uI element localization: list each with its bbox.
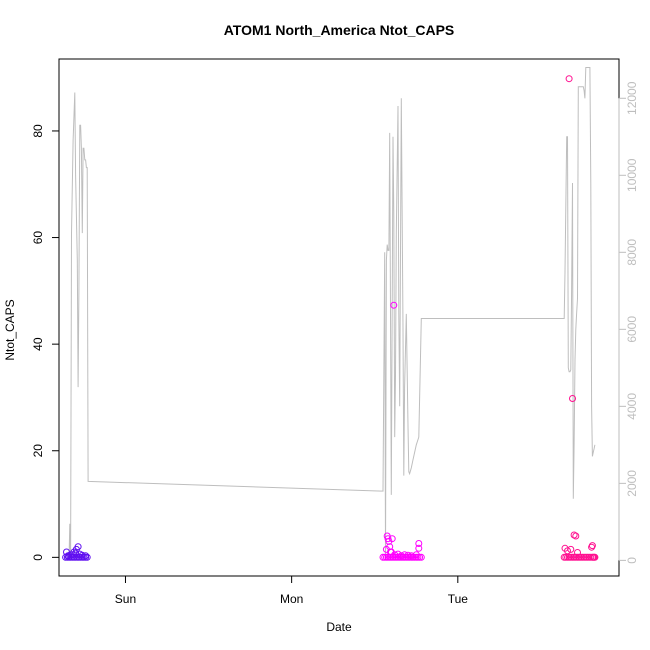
data-point-series-2 [412, 551, 420, 559]
chart-title: ATOM1 North_America Ntot_CAPS [224, 22, 455, 38]
x-tick-label: Tue [448, 592, 469, 606]
y-tick-label: 0 [31, 554, 45, 561]
secondary-y-tick-label: 0 [625, 557, 639, 564]
data-point-series-2 [401, 551, 409, 559]
data-point-series-3 [574, 549, 581, 556]
data-point-series-2 [407, 552, 415, 560]
series-line [68, 67, 596, 561]
data-point-series-2 [404, 551, 412, 559]
data-point-series-2 [387, 548, 394, 556]
secondary-y-tick-label: 10000 [625, 158, 639, 192]
y-tick-label: 20 [31, 444, 45, 458]
data-point-series-2 [394, 550, 402, 558]
data-point-series-2 [415, 540, 423, 547]
line-layer [68, 67, 596, 561]
secondary-y-tick-label: 2000 [625, 470, 639, 497]
y-tick-label: 80 [31, 124, 45, 138]
data-point-series-1 [82, 552, 90, 560]
y-tick-label: 60 [31, 231, 45, 245]
data-point-series-3 [567, 545, 575, 553]
data-point-series-1 [70, 548, 78, 556]
data-point-series-3 [569, 395, 576, 402]
data-point-series-3 [572, 532, 580, 540]
data-point-series-3 [565, 75, 573, 83]
secondary-y-tick-label: 4000 [625, 393, 639, 420]
points-layer [62, 75, 599, 561]
secondary-y-tick-label: 6000 [625, 316, 639, 343]
data-point-series-1 [78, 551, 86, 559]
secondary-y-tick-label: 8000 [625, 239, 639, 266]
y-axis-label: Ntot_CAPS [3, 299, 17, 360]
axes-layer: Sun Mon Tue 0 20 40 60 80 0 2000 4000 6000 8000 10000… [31, 81, 639, 606]
data-point-series-2 [415, 544, 423, 552]
data-point-series-2 [397, 552, 405, 560]
y-tick-label: 40 [31, 337, 45, 351]
data-point-series-1 [72, 549, 80, 557]
data-point-series-2 [388, 535, 396, 543]
data-point-series-3 [570, 531, 578, 539]
data-point-series-3 [591, 553, 599, 561]
x-tick-label: Mon [280, 592, 303, 606]
x-tick-label: Sun [115, 592, 136, 606]
x-axis-label: Date [326, 620, 352, 634]
data-point-series-2 [390, 301, 398, 309]
secondary-y-tick-label: 12000 [625, 81, 639, 115]
data-point-series-3 [564, 547, 571, 555]
data-point-series-3 [588, 542, 596, 550]
